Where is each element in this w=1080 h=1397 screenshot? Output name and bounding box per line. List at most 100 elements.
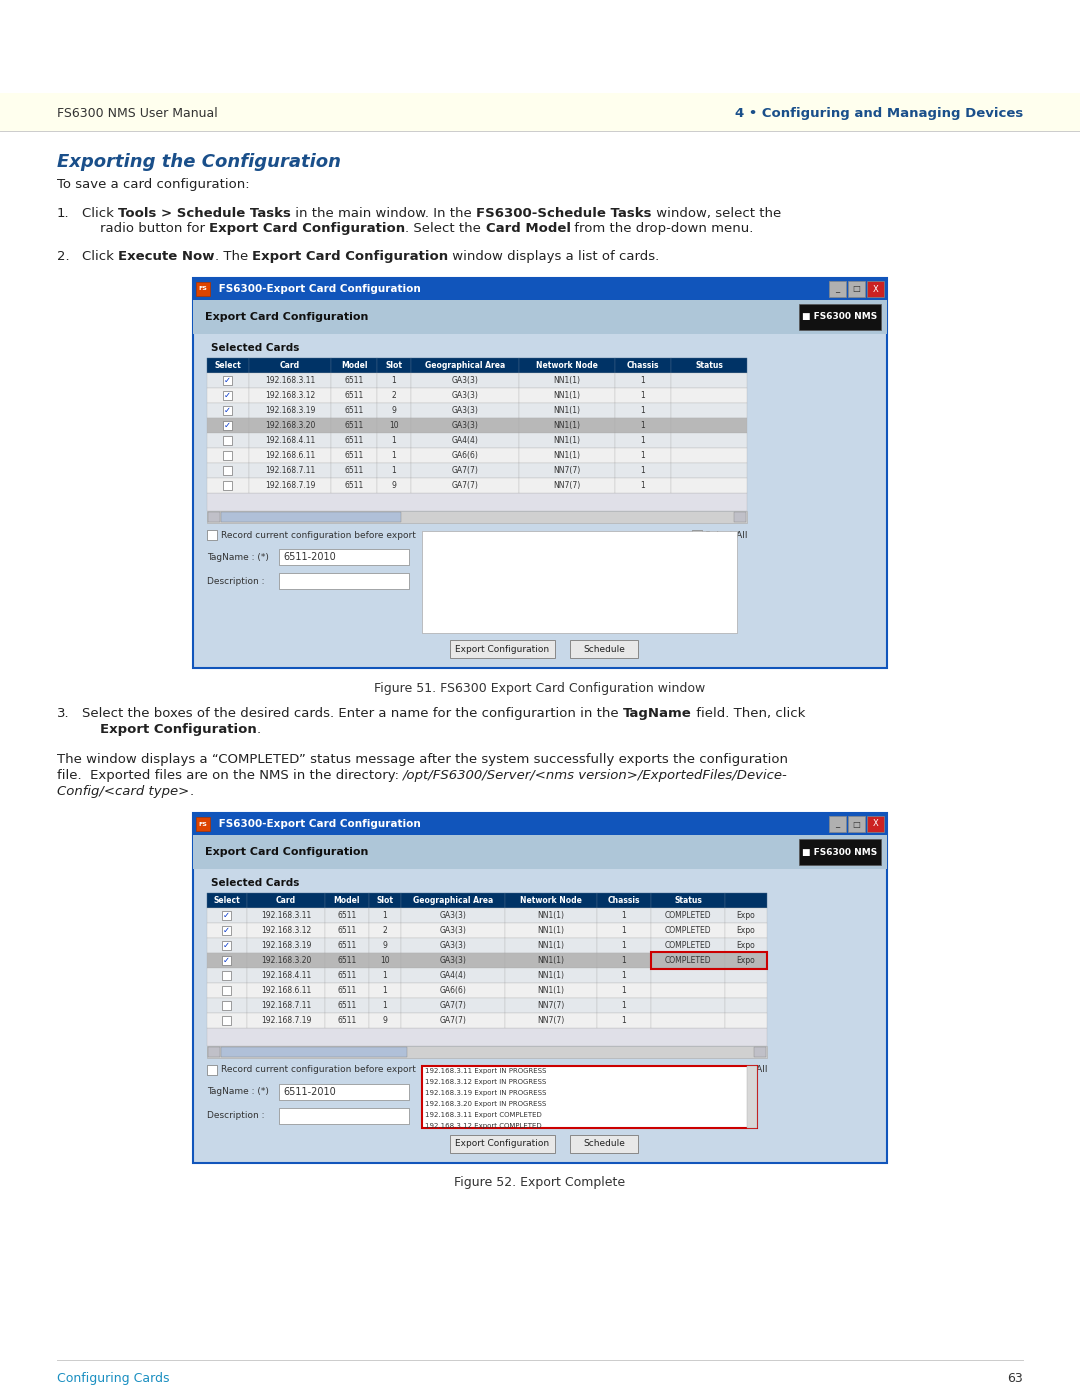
Text: Execute Now: Execute Now xyxy=(118,250,215,263)
Text: ■ FS6300 NMS: ■ FS6300 NMS xyxy=(802,848,878,856)
Text: Record current configuration before export: Record current configuration before expo… xyxy=(221,531,416,539)
FancyBboxPatch shape xyxy=(651,953,725,968)
FancyBboxPatch shape xyxy=(247,997,325,1013)
FancyBboxPatch shape xyxy=(247,968,325,983)
Text: ✓: ✓ xyxy=(222,956,230,965)
FancyBboxPatch shape xyxy=(325,953,369,968)
FancyBboxPatch shape xyxy=(651,983,725,997)
FancyBboxPatch shape xyxy=(747,1066,757,1127)
FancyBboxPatch shape xyxy=(207,997,247,1013)
FancyBboxPatch shape xyxy=(249,448,330,462)
FancyBboxPatch shape xyxy=(377,433,411,448)
Text: 192.168.3.19: 192.168.3.19 xyxy=(260,942,311,950)
FancyBboxPatch shape xyxy=(207,968,247,983)
Text: Model: Model xyxy=(334,895,361,905)
Text: GA3(3): GA3(3) xyxy=(451,407,478,415)
FancyBboxPatch shape xyxy=(207,478,249,493)
FancyBboxPatch shape xyxy=(401,968,505,983)
Text: NN1(1): NN1(1) xyxy=(554,407,581,415)
FancyBboxPatch shape xyxy=(848,281,865,298)
FancyBboxPatch shape xyxy=(330,402,377,418)
FancyBboxPatch shape xyxy=(325,908,369,923)
Text: . The: . The xyxy=(215,250,252,263)
FancyBboxPatch shape xyxy=(377,402,411,418)
FancyBboxPatch shape xyxy=(411,388,519,402)
Text: 6511: 6511 xyxy=(337,986,356,995)
Text: Expo: Expo xyxy=(737,942,755,950)
Text: ✓: ✓ xyxy=(222,926,230,935)
Text: Card: Card xyxy=(280,360,300,370)
Text: GA7(7): GA7(7) xyxy=(451,467,478,475)
Text: Slot: Slot xyxy=(377,895,393,905)
FancyBboxPatch shape xyxy=(207,893,247,908)
Text: 192.168.3.11: 192.168.3.11 xyxy=(265,376,315,386)
FancyBboxPatch shape xyxy=(222,420,232,430)
FancyBboxPatch shape xyxy=(247,937,325,953)
Text: 1: 1 xyxy=(640,451,646,460)
FancyBboxPatch shape xyxy=(369,983,401,997)
FancyBboxPatch shape xyxy=(671,433,747,448)
FancyBboxPatch shape xyxy=(401,937,505,953)
Text: 2: 2 xyxy=(382,926,388,935)
FancyBboxPatch shape xyxy=(651,997,725,1013)
FancyBboxPatch shape xyxy=(505,968,597,983)
FancyBboxPatch shape xyxy=(369,923,401,937)
FancyBboxPatch shape xyxy=(207,908,247,923)
Text: 1: 1 xyxy=(392,376,396,386)
FancyBboxPatch shape xyxy=(450,1134,555,1153)
Text: GA6(6): GA6(6) xyxy=(440,986,467,995)
Text: 2: 2 xyxy=(392,391,396,400)
Text: TagName : (*): TagName : (*) xyxy=(207,552,269,562)
FancyBboxPatch shape xyxy=(411,433,519,448)
Text: Status: Status xyxy=(696,360,723,370)
Text: TagName: TagName xyxy=(623,707,691,719)
FancyBboxPatch shape xyxy=(222,956,231,965)
FancyBboxPatch shape xyxy=(377,478,411,493)
FancyBboxPatch shape xyxy=(401,893,505,908)
Text: □: □ xyxy=(852,820,861,828)
Text: NN1(1): NN1(1) xyxy=(538,926,565,935)
FancyBboxPatch shape xyxy=(249,462,330,478)
Text: Exporting the Configuration: Exporting the Configuration xyxy=(57,154,341,170)
Text: Geographical Area: Geographical Area xyxy=(413,895,494,905)
Text: Click: Click xyxy=(82,250,118,263)
FancyBboxPatch shape xyxy=(411,448,519,462)
Text: 192.168.3.19 Export IN PROGRESS: 192.168.3.19 Export IN PROGRESS xyxy=(426,1090,546,1097)
FancyBboxPatch shape xyxy=(222,971,231,981)
FancyBboxPatch shape xyxy=(505,1013,597,1028)
FancyBboxPatch shape xyxy=(369,953,401,968)
Text: 6511: 6511 xyxy=(345,436,364,446)
FancyBboxPatch shape xyxy=(325,983,369,997)
FancyBboxPatch shape xyxy=(829,281,846,298)
FancyBboxPatch shape xyxy=(325,1013,369,1028)
FancyBboxPatch shape xyxy=(651,893,725,908)
Text: 1: 1 xyxy=(622,911,626,921)
Text: 1: 1 xyxy=(392,451,396,460)
Text: from the drop-down menu.: from the drop-down menu. xyxy=(570,222,754,235)
Text: To save a card configuration:: To save a card configuration: xyxy=(57,177,249,191)
Text: 6511: 6511 xyxy=(345,467,364,475)
FancyBboxPatch shape xyxy=(207,462,249,478)
Text: 6511: 6511 xyxy=(345,376,364,386)
FancyBboxPatch shape xyxy=(208,1046,220,1058)
FancyBboxPatch shape xyxy=(505,953,597,968)
Text: _: _ xyxy=(835,820,839,828)
FancyBboxPatch shape xyxy=(279,1084,409,1099)
FancyBboxPatch shape xyxy=(207,418,249,433)
Text: .: . xyxy=(189,785,193,798)
Text: Configuring Cards: Configuring Cards xyxy=(57,1372,170,1384)
Text: 1: 1 xyxy=(640,391,646,400)
Text: GA4(4): GA4(4) xyxy=(451,436,478,446)
Text: 192.168.4.11: 192.168.4.11 xyxy=(261,971,311,981)
FancyBboxPatch shape xyxy=(651,937,725,953)
FancyBboxPatch shape xyxy=(401,997,505,1013)
FancyBboxPatch shape xyxy=(725,983,767,997)
FancyBboxPatch shape xyxy=(829,816,846,833)
Text: 6511: 6511 xyxy=(337,911,356,921)
FancyBboxPatch shape xyxy=(195,817,210,831)
FancyBboxPatch shape xyxy=(325,968,369,983)
Text: 192.168.7.19: 192.168.7.19 xyxy=(265,481,315,490)
FancyBboxPatch shape xyxy=(330,418,377,433)
Text: 9: 9 xyxy=(392,407,396,415)
FancyBboxPatch shape xyxy=(193,278,887,668)
